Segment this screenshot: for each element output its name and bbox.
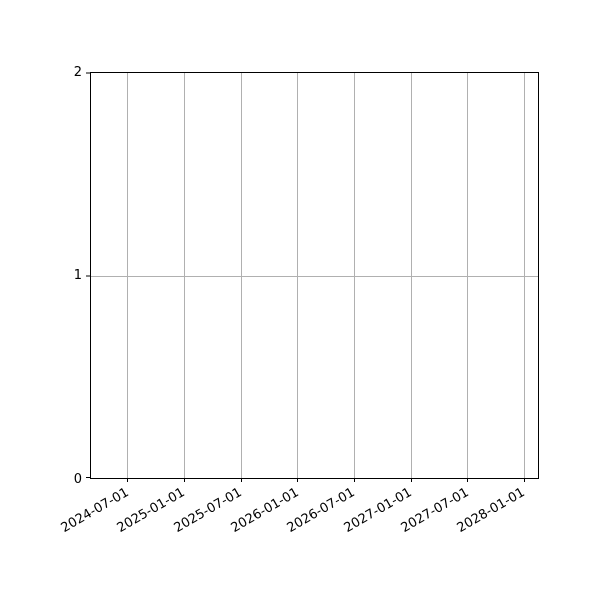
y-axis-tick [85, 275, 90, 276]
y-axis-tick [85, 477, 90, 478]
x-axis-tick [410, 478, 412, 482]
x-axis-tick [353, 478, 355, 482]
x-axis-tick [467, 478, 469, 482]
gridline-horizontal [91, 275, 538, 277]
y-axis-tick-label: 1 [73, 268, 82, 283]
y-axis-tick [85, 72, 90, 74]
x-axis-tick [183, 478, 185, 482]
x-axis-tick [240, 478, 242, 482]
y-axis-tick-label: 2 [73, 64, 82, 80]
x-axis-tick [297, 478, 299, 482]
x-axis-tick [127, 478, 129, 482]
x-axis-tick [523, 478, 525, 482]
y-axis-tick-label: 0 [73, 471, 82, 487]
plot-area [85, 72, 539, 482]
